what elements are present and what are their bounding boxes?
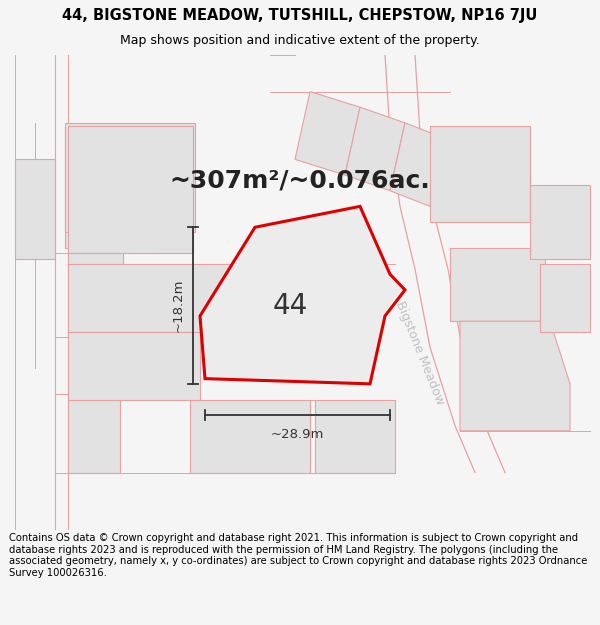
Polygon shape bbox=[200, 206, 405, 384]
Polygon shape bbox=[450, 248, 545, 321]
Text: Contains OS data © Crown copyright and database right 2021. This information is : Contains OS data © Crown copyright and d… bbox=[9, 533, 587, 578]
Text: ~307m²/~0.076ac.: ~307m²/~0.076ac. bbox=[170, 168, 430, 192]
Polygon shape bbox=[65, 128, 190, 253]
Polygon shape bbox=[68, 332, 200, 399]
Text: 44: 44 bbox=[272, 291, 308, 319]
Polygon shape bbox=[68, 264, 295, 332]
Polygon shape bbox=[460, 321, 570, 431]
Polygon shape bbox=[430, 126, 530, 222]
Text: 44, BIGSTONE MEADOW, TUTSHILL, CHEPSTOW, NP16 7JU: 44, BIGSTONE MEADOW, TUTSHILL, CHEPSTOW,… bbox=[62, 8, 538, 23]
Text: ~18.2m: ~18.2m bbox=[172, 279, 185, 332]
Polygon shape bbox=[68, 253, 193, 337]
Polygon shape bbox=[390, 123, 445, 206]
Polygon shape bbox=[68, 394, 120, 472]
Polygon shape bbox=[315, 399, 395, 472]
Polygon shape bbox=[65, 123, 195, 232]
Polygon shape bbox=[345, 107, 405, 191]
Text: Bigstone Meadow: Bigstone Meadow bbox=[393, 299, 447, 406]
Polygon shape bbox=[190, 399, 310, 472]
Text: Map shows position and indicative extent of the property.: Map shows position and indicative extent… bbox=[120, 34, 480, 47]
Polygon shape bbox=[295, 91, 360, 175]
Polygon shape bbox=[540, 264, 590, 332]
Polygon shape bbox=[15, 159, 55, 259]
Text: ~28.9m: ~28.9m bbox=[271, 428, 324, 441]
Polygon shape bbox=[100, 128, 190, 232]
Polygon shape bbox=[68, 126, 193, 253]
Polygon shape bbox=[530, 186, 590, 259]
